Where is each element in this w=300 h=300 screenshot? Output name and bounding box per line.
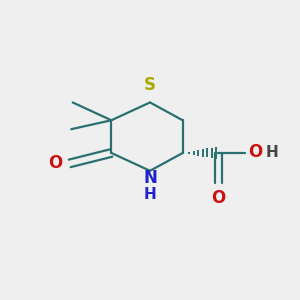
Text: S: S: [144, 76, 156, 94]
Text: H: H: [144, 187, 156, 202]
Text: O: O: [211, 189, 226, 207]
Text: O: O: [248, 143, 262, 161]
Text: N: N: [143, 169, 157, 187]
Text: O: O: [48, 154, 62, 172]
Text: H: H: [265, 145, 278, 160]
